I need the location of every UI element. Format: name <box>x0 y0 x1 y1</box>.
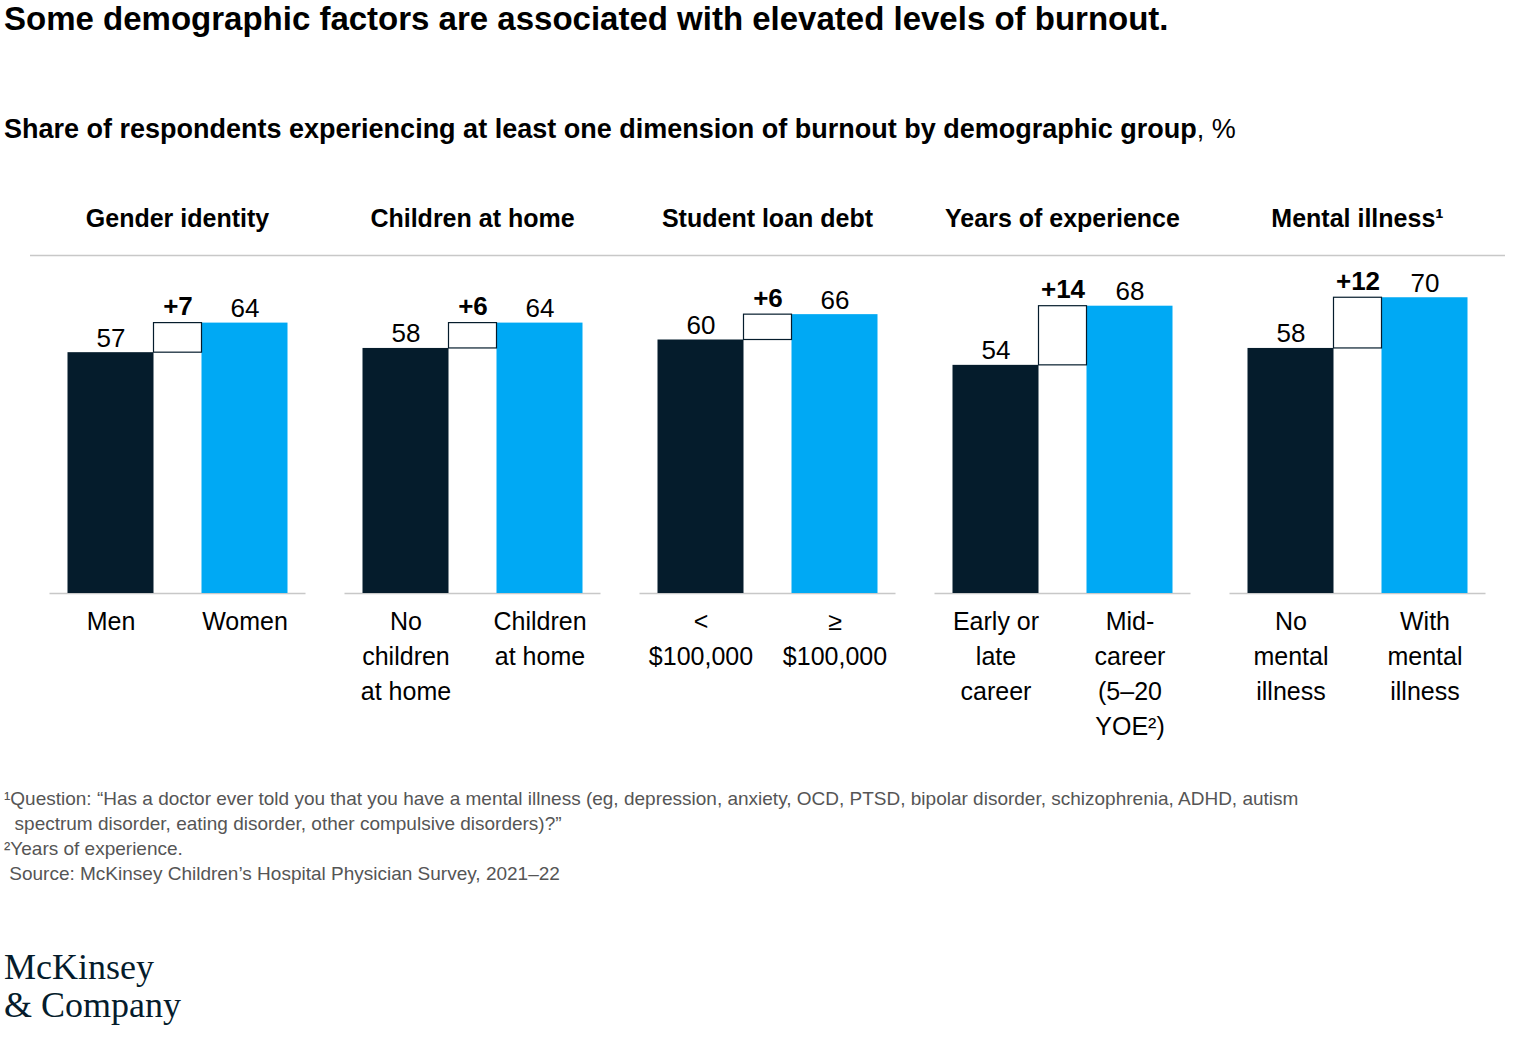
html-text:McKinsey & Company: McKinsey & Company <box>4 947 181 1025</box>
svg-text:+12: +12 <box>1336 266 1380 296</box>
svg-text:64: 64 <box>526 293 555 323</box>
svg-text:57: 57 <box>97 323 126 353</box>
svg-text:Mid-career(5–20YOE²): Mid-career(5–20YOE²) <box>1095 607 1166 740</box>
svg-text:<$100,000: <$100,000 <box>649 607 753 670</box>
svg-text:54: 54 <box>982 335 1011 365</box>
html-text:Share of respondents experienc: Share of respondents experiencing at lea… <box>4 114 1236 144</box>
svg-text:Withmentalillness: Withmentalillness <box>1387 607 1462 705</box>
svg-text:≥$100,000: ≥$100,000 <box>783 607 887 670</box>
svg-text:Childrenat home: Childrenat home <box>493 607 586 670</box>
svg-text:+7: +7 <box>163 291 193 321</box>
svg-text:Nomentalillness: Nomentalillness <box>1253 607 1328 705</box>
html-text:Student loan debt: Student loan debt <box>661 204 873 232</box>
html-text:Children at home: Children at home <box>370 204 575 232</box>
html-text:Source: McKinsey Children’s Ho: Source: McKinsey Children’s Hospital Phy… <box>4 863 560 884</box>
svg-text:Early orlatecareer: Early orlatecareer <box>953 607 1039 705</box>
svg-text:Nochildrenat home: Nochildrenat home <box>361 607 451 705</box>
svg-text:60: 60 <box>687 310 716 340</box>
svg-text:+6: +6 <box>458 291 488 321</box>
svg-text:70: 70 <box>1411 268 1440 298</box>
svg-text:+14: +14 <box>1041 274 1086 304</box>
html-text:Years of experience: Years of experience <box>945 204 1180 232</box>
svg-text:58: 58 <box>392 318 421 348</box>
html-text:Some demographic factors are a: Some demographic factors are associated … <box>4 0 1169 37</box>
svg-text:66: 66 <box>821 285 850 315</box>
svg-text:64: 64 <box>231 293 260 323</box>
html-text:Gender identity: Gender identity <box>85 204 270 232</box>
svg-text:58: 58 <box>1277 318 1306 348</box>
svg-text:68: 68 <box>1116 276 1145 306</box>
html-text:Mental illness¹: Mental illness¹ <box>1271 204 1444 232</box>
svg-text:+6: +6 <box>753 283 783 313</box>
svg-text:Men: Men <box>87 607 136 635</box>
html-text:²Years of experience.: ²Years of experience. <box>4 838 183 859</box>
svg-text:Women: Women <box>202 607 288 635</box>
html-text:¹Question: “Has a doctor ever: ¹Question: “Has a doctor ever told you t… <box>4 788 1299 834</box>
